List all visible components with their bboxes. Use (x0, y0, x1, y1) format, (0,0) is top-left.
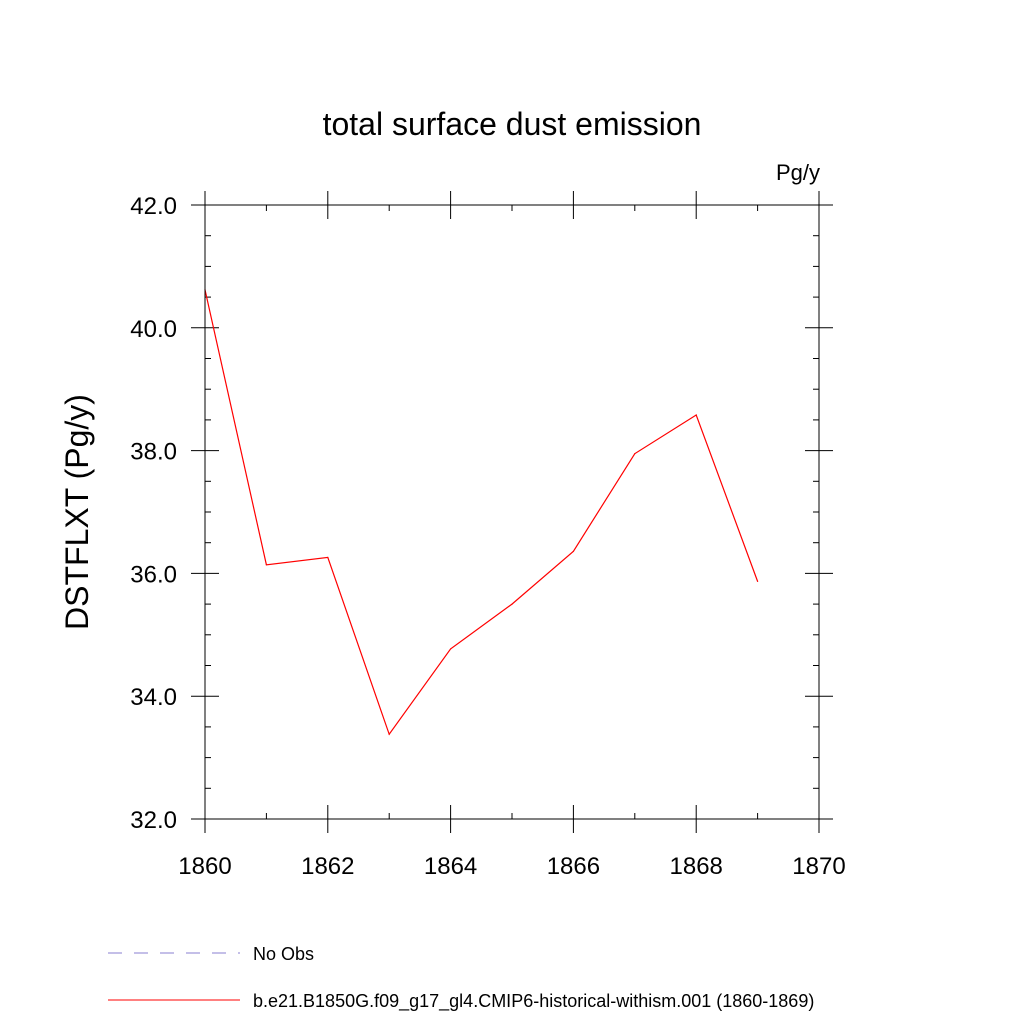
data-point (450, 648, 452, 650)
data-point (695, 414, 697, 416)
data-point (327, 556, 329, 559)
x-tick-label: 1860 (178, 853, 231, 880)
y-tick-label: 32.0 (130, 807, 177, 834)
y-tick-label: 36.0 (130, 561, 177, 588)
y-tick-label: 34.0 (130, 684, 177, 711)
y-tick-label: 40.0 (130, 316, 177, 343)
y-tick-label: 38.0 (130, 439, 177, 466)
y-tick-label: 42.0 (130, 193, 177, 220)
legend-label: b.e21.B1850G.f09_g17_gl4.CMIP6-historica… (253, 991, 814, 1012)
data-point (511, 603, 513, 605)
chart-title: total surface dust emission (323, 106, 702, 142)
legend-label: No Obs (253, 944, 314, 964)
data-point (634, 453, 636, 455)
series-line (204, 289, 759, 736)
y-axis-label: DSTFLXT (Pg/y) (59, 394, 95, 630)
series-layer (204, 289, 759, 736)
x-tick-label: 1864 (424, 853, 477, 880)
data-point (388, 733, 390, 735)
units-label: Pg/y (776, 160, 820, 185)
x-tick-label: 1868 (670, 853, 723, 880)
x-tick-label: 1862 (301, 853, 354, 880)
x-tick-label: 1870 (792, 853, 845, 880)
x-tick-label: 1866 (547, 853, 600, 880)
minor-ticks (205, 205, 819, 819)
major-ticks (191, 191, 833, 833)
legend: No Obs b.e21.B1850G.f09_g17_gl4.CMIP6-his… (108, 944, 814, 1012)
data-point (265, 564, 267, 566)
data-point (572, 550, 575, 552)
tick-labels: 32.0 34.0 36.0 38.0 40.0 42.0 1860 1862 1864 1866… (130, 193, 845, 880)
data-point (757, 580, 759, 582)
plot-frame (204, 204, 820, 820)
